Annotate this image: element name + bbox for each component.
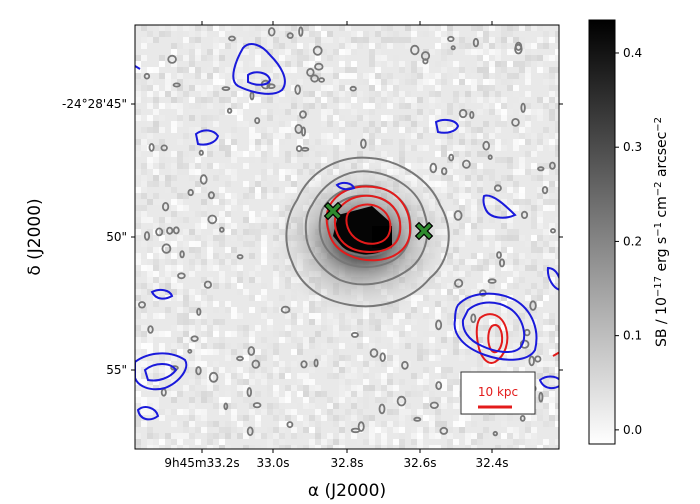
y-tick-label: 50" bbox=[106, 230, 127, 244]
x-tick-label: 32.8s bbox=[331, 456, 364, 470]
colorbar-gradient bbox=[588, 19, 616, 445]
scale-bar-label: 10 kpc bbox=[478, 385, 518, 399]
colorbar: 0.4 0.3 0.2 0.1 0.0 SB / 10−17 erg s−1 cm−2 … bbox=[588, 19, 671, 445]
y-tick-label: 55" bbox=[106, 363, 127, 377]
y-ticks: -24°28'45" 50" 55" bbox=[62, 97, 563, 377]
noise-contours bbox=[137, 26, 557, 437]
x-ticks: 9h45m33.2s 33.0s 32.8s 32.6s 32.4s bbox=[164, 21, 508, 470]
colorbar-tick-label: 0.4 bbox=[623, 46, 642, 60]
y-axis-label: δ (J2000) bbox=[25, 198, 45, 275]
x-axis-label: α (J2000) bbox=[308, 481, 386, 500]
blue-contours bbox=[135, 43, 559, 421]
x-tick-label: 33.0s bbox=[257, 456, 290, 470]
colorbar-tick-label: 0.2 bbox=[623, 234, 642, 248]
x-tick-label: 9h45m33.2s bbox=[164, 456, 239, 470]
markers bbox=[323, 201, 434, 241]
marker-1 bbox=[323, 201, 343, 221]
x-tick-label: 32.6s bbox=[404, 456, 437, 470]
colorbar-tick-label: 0.0 bbox=[623, 423, 642, 437]
colorbar-ticks: 0.4 0.3 0.2 0.1 0.0 bbox=[615, 46, 642, 437]
colorbar-tick-label: 0.3 bbox=[623, 140, 642, 154]
colorbar-label: SB / 10−17 erg s−1 cm−2 arcsec−2 bbox=[653, 117, 671, 347]
scale-bar: 10 kpc bbox=[460, 371, 536, 415]
red-contours bbox=[325, 185, 509, 364]
marker-2 bbox=[414, 221, 434, 241]
image-area: 10 kpc bbox=[135, 25, 559, 449]
y-tick-label: -24°28'45" bbox=[62, 97, 127, 111]
x-tick-label: 32.4s bbox=[476, 456, 509, 470]
colorbar-tick-label: 0.1 bbox=[623, 329, 642, 343]
